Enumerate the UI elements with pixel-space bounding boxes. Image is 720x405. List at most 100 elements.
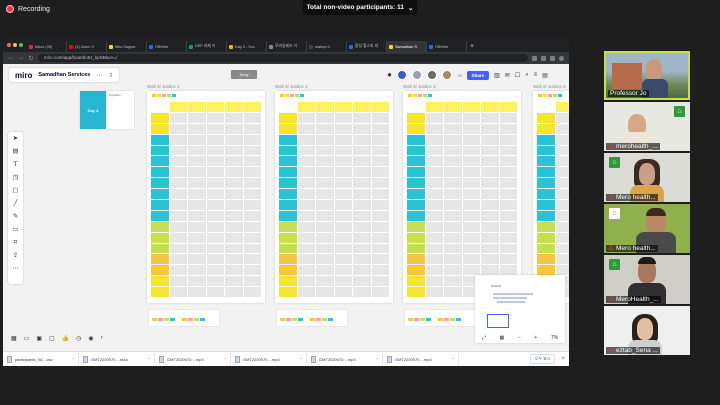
- new-tab-button[interactable]: +: [470, 43, 475, 50]
- settings-icon[interactable]: ≡: [533, 72, 538, 78]
- notes-icon[interactable]: ▤: [542, 72, 548, 79]
- browser-tab[interactable]: DEP 과제 키: [187, 41, 227, 52]
- avatar[interactable]: [397, 70, 408, 80]
- like-icon[interactable]: 👍: [61, 335, 70, 342]
- viewport-frame[interactable]: [487, 314, 509, 328]
- upload-icon[interactable]: ⇪: [12, 252, 19, 259]
- grid-icon[interactable]: ▦: [11, 335, 17, 342]
- chart-icon[interactable]: ▥: [494, 72, 500, 79]
- participant-tile[interactable]: ⌂ ⁂ Mero health...: [604, 204, 690, 253]
- share-button[interactable]: Share: [466, 70, 490, 80]
- participant-tile[interactable]: ⁂ eztab_Sena ...: [604, 306, 690, 355]
- comments-icon[interactable]: ☐: [514, 72, 521, 79]
- reactions-icon[interactable]: ✸: [387, 72, 393, 79]
- chevron-up-icon[interactable]: ⌃: [147, 356, 151, 362]
- close-icon[interactable]: ×: [561, 356, 565, 362]
- frame-icon[interactable]: ⌗: [13, 239, 18, 246]
- extension-icon[interactable]: [541, 55, 546, 61]
- screen-icon[interactable]: ▢: [49, 335, 55, 342]
- profile-icon[interactable]: [559, 55, 564, 61]
- frame-label[interactable]: Wall of Justice 4: [533, 84, 566, 89]
- wall-frame[interactable]: [275, 91, 393, 303]
- download-item[interactable]: GMT2020070....mp4 ⌃: [311, 353, 383, 365]
- browser-tab[interactable]: Day 3 - Sco: [227, 41, 267, 52]
- browser-tab[interactable]: 모바일제조 이: [267, 41, 307, 52]
- chat-icon[interactable]: ✉: [504, 72, 510, 79]
- day-card[interactable]: Day 4 Inspiration: [80, 91, 134, 129]
- window-controls[interactable]: [7, 38, 23, 52]
- more-icon[interactable]: ›: [100, 335, 103, 341]
- extension-icon[interactable]: [532, 55, 537, 61]
- zoom-out-icon[interactable]: −: [517, 335, 521, 341]
- menu-icon[interactable]: ⋯: [96, 72, 103, 79]
- pen-icon[interactable]: ✎: [12, 213, 19, 220]
- browser-tab[interactable]: Inbox (39): [27, 41, 67, 52]
- chat-icon[interactable]: ▭: [23, 335, 30, 342]
- browser-tab[interactable]: (1) Zoom V: [67, 41, 107, 52]
- participant-tile[interactable]: ⌂ ⁂ merohealth_...: [604, 102, 690, 151]
- wall-frame[interactable]: [147, 91, 265, 303]
- browser-tab[interactable]: HSWeb: [147, 41, 187, 52]
- legend-card[interactable]: [179, 310, 219, 326]
- download-item[interactable]: GMT2020070....mp4 ⌃: [387, 353, 459, 365]
- frame-label[interactable]: Wall of Justice 3: [403, 84, 436, 89]
- frame-label[interactable]: Wall of Justice 2: [275, 84, 308, 89]
- chevron-up-icon[interactable]: ⌃: [71, 356, 75, 362]
- avatar[interactable]: [427, 70, 438, 80]
- participant-tile[interactable]: Professor Jo: [604, 51, 690, 100]
- chevron-up-icon[interactable]: ⌃: [451, 356, 455, 362]
- chevron-up-icon[interactable]: ⌃: [299, 356, 303, 362]
- legend-card[interactable]: [307, 310, 347, 326]
- participant-name: MeroHealth_...: [616, 296, 659, 303]
- zoom-in-icon[interactable]: +: [534, 335, 538, 341]
- cursor-icon[interactable]: ➤: [12, 135, 19, 142]
- vote-icon[interactable]: ◉: [88, 335, 94, 342]
- extension-icon[interactable]: [550, 55, 555, 61]
- avatar[interactable]: [442, 70, 453, 80]
- wall-frame[interactable]: [403, 91, 521, 303]
- minimap[interactable]: [475, 275, 565, 343]
- browser-tab[interactable]: startup h: [307, 41, 347, 52]
- download-item[interactable]: GMT2020070....mp4 ⌃: [235, 353, 307, 365]
- comment-icon[interactable]: ▭: [12, 226, 19, 233]
- browser-tab[interactable]: Miro Suppor: [107, 41, 147, 52]
- line-icon[interactable]: ╱: [13, 200, 18, 207]
- chevron-up-icon[interactable]: ⌃: [223, 356, 227, 362]
- url-field[interactable]: miro.com/app/board/o9J_kpSBkuA=/: [38, 54, 528, 62]
- miro-board-canvas[interactable]: miro Samadhan Services ⋯ ⇧ Jinny ✸ +3 Sh…: [3, 64, 569, 349]
- map-icon[interactable]: ▦: [499, 335, 505, 341]
- legend-card[interactable]: [435, 310, 475, 326]
- participant-tile[interactable]: ⌂ ⁂ MeroHealth_...: [604, 255, 690, 304]
- export-icon[interactable]: ⇧: [108, 72, 114, 79]
- miro-logo[interactable]: miro: [15, 70, 33, 80]
- download-item[interactable]: participants_94....csv ⌃: [7, 353, 79, 365]
- back-icon[interactable]: ←: [8, 55, 14, 61]
- board-name[interactable]: Samadhan Services: [38, 72, 91, 78]
- tab-label: DEP 과제 키: [195, 44, 216, 48]
- participant-tile[interactable]: ⌂ ⁂ Mero health...: [604, 153, 690, 202]
- sticky-note-icon[interactable]: ◳: [12, 174, 19, 181]
- wall-frame[interactable]: [533, 91, 569, 303]
- show-all-downloads-button[interactable]: 모두 표시: [529, 354, 556, 364]
- timer-icon[interactable]: ◷: [76, 335, 82, 342]
- templates-icon[interactable]: ▤: [12, 148, 19, 155]
- download-item[interactable]: GMT2020070....mp4 ⌃: [159, 353, 231, 365]
- forward-icon[interactable]: →: [18, 55, 24, 61]
- presentation-icon[interactable]: ▣: [36, 335, 43, 342]
- shape-icon[interactable]: ▢: [12, 187, 19, 194]
- browser-tab[interactable]: HSWeb: [427, 41, 467, 52]
- browser-tab[interactable]: Samadhan S: [387, 41, 427, 52]
- fit-icon[interactable]: ⤢: [481, 335, 486, 341]
- chevron-up-icon[interactable]: ⌃: [375, 356, 379, 362]
- participants-count-pill[interactable]: Total non-video participants: 11 ⌄: [303, 0, 417, 15]
- more-icon[interactable]: ⋯: [12, 265, 19, 272]
- search-icon[interactable]: ⌕: [525, 71, 529, 78]
- avatar[interactable]: [412, 70, 423, 80]
- download-item[interactable]: GMT2020070....m4a ⌃: [83, 353, 155, 365]
- frame-label[interactable]: Wall of Justice 1: [147, 84, 180, 89]
- browser-tab[interactable]: 합성 헐스피 외: [347, 41, 387, 52]
- zoom-level[interactable]: 7%: [550, 335, 559, 341]
- collaborator-count[interactable]: +3: [457, 72, 462, 78]
- reload-icon[interactable]: ↻: [28, 55, 34, 62]
- text-icon[interactable]: T: [13, 161, 18, 168]
